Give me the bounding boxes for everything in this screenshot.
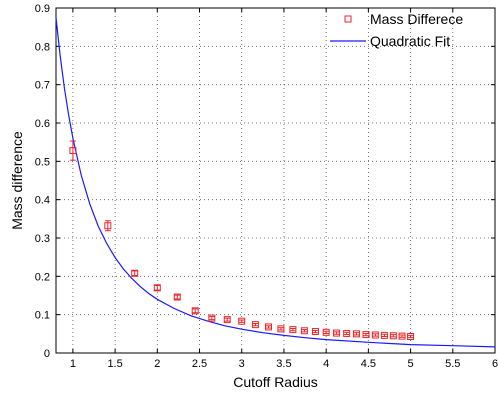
legend-marker-mass-difference xyxy=(344,15,352,23)
data-point xyxy=(380,331,388,339)
x-axis-label: Cutoff Radius xyxy=(233,374,318,390)
y-tick-label: 0.8 xyxy=(35,41,50,53)
data-point xyxy=(322,328,330,336)
x-tick-label: 4 xyxy=(323,358,329,370)
y-tick-label: 0.9 xyxy=(35,3,50,15)
data-point xyxy=(407,333,415,341)
data-point xyxy=(289,326,297,334)
x-tick-label: 5.5 xyxy=(445,358,460,370)
data-point xyxy=(238,317,246,325)
data-point xyxy=(104,222,112,230)
data-point xyxy=(362,331,370,339)
data-point xyxy=(398,332,406,340)
y-tick-label: 0.4 xyxy=(35,195,50,207)
y-tick-label: 0.6 xyxy=(35,118,50,130)
x-tick-label: 3 xyxy=(239,358,245,370)
data-point xyxy=(208,314,216,322)
data-point xyxy=(311,328,319,336)
legend-label-mass-difference: Mass Differece xyxy=(370,11,463,27)
x-tick-label: 2 xyxy=(154,358,160,370)
axis-ticks: 1 1.5 2 2.5 3 3.5 4 4.5 5 5.5 6 0 0.1 0.2 0.3 0.4 0.5 0.6… xyxy=(35,3,498,370)
x-tick-label: 4.5 xyxy=(361,358,376,370)
data-point xyxy=(131,269,139,277)
y-tick-label: 0.7 xyxy=(35,80,50,92)
x-tick-label: 3.5 xyxy=(276,358,291,370)
quadratic-fit-line xyxy=(55,17,496,348)
grid-lines xyxy=(56,8,495,353)
data-point xyxy=(389,332,397,340)
marker-layer xyxy=(69,140,415,341)
data-point xyxy=(352,330,360,338)
x-tick-label: 6 xyxy=(492,358,498,370)
y-tick-label: 0.1 xyxy=(35,310,50,322)
data-point xyxy=(69,147,77,155)
fit-line-layer xyxy=(55,17,496,348)
data-point xyxy=(333,329,341,337)
data-point xyxy=(173,293,181,301)
y-tick-label: 0.3 xyxy=(35,233,50,245)
legend: Mass Differece Quadratic Fit xyxy=(330,11,463,49)
data-point xyxy=(153,284,161,292)
data-point xyxy=(223,316,231,324)
y-tick-label: 0.5 xyxy=(35,156,50,168)
data-point xyxy=(264,323,272,331)
plot-area xyxy=(55,7,496,354)
x-tick-label: 2.5 xyxy=(192,358,207,370)
data-point xyxy=(371,331,379,339)
data-point xyxy=(343,329,351,337)
legend-label-quadratic-fit: Quadratic Fit xyxy=(370,33,450,49)
x-tick-label: 1 xyxy=(70,358,76,370)
data-point xyxy=(191,307,199,315)
y-tick-label: 0.2 xyxy=(35,271,50,283)
data-point xyxy=(300,327,308,335)
y-tick-label: 0 xyxy=(44,348,50,360)
data-point xyxy=(251,321,259,329)
y-axis-label: Mass difference xyxy=(9,131,25,230)
x-tick-label: 5 xyxy=(408,358,414,370)
x-tick-label: 1.5 xyxy=(107,358,122,370)
data-point xyxy=(277,325,285,333)
